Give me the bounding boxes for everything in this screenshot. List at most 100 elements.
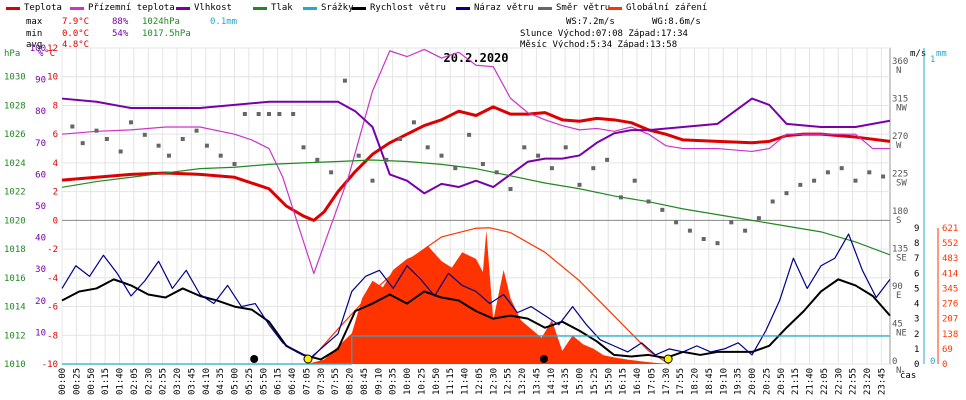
legend-swatch bbox=[538, 6, 552, 10]
series-point-wind-direction bbox=[591, 166, 596, 171]
stat-min-hum: 54% bbox=[112, 29, 129, 39]
legend-swatch bbox=[608, 6, 622, 10]
y-tick-wind-speed: 6 bbox=[914, 269, 919, 279]
y-tick-wind-speed: 8 bbox=[914, 239, 919, 249]
series-point-wind-direction bbox=[156, 143, 161, 148]
y-tick-wind-direction-name: N bbox=[896, 366, 901, 376]
x-tick-label: 10:25 bbox=[417, 368, 427, 395]
x-tick-label: 04:10 bbox=[202, 368, 212, 395]
y-tick-temperature: -2 bbox=[47, 245, 58, 255]
legend-swatch bbox=[176, 6, 190, 10]
y-tick-wind-direction: 270 bbox=[892, 132, 908, 142]
x-tick-label: 16:40 bbox=[633, 368, 643, 395]
y-tick-wind-direction-name: W bbox=[896, 141, 902, 151]
y-tick-wind-direction: 0 bbox=[892, 357, 897, 367]
x-tick-label: 18:20 bbox=[691, 368, 701, 395]
series-point-wind-direction bbox=[812, 178, 817, 183]
stat-min-label: min bbox=[26, 29, 43, 39]
legend-label: Globální záření bbox=[626, 3, 708, 13]
series-point-wind-direction bbox=[194, 128, 199, 133]
series-point-wind-direction bbox=[839, 166, 844, 171]
axis-unit-humidity: % bbox=[38, 49, 44, 59]
legend-label: Přízemní teplota bbox=[88, 3, 175, 13]
legend-label: Vlhkost bbox=[194, 3, 232, 13]
legend-item: Srážky bbox=[303, 3, 354, 13]
y-tick-wind-speed: 0 bbox=[914, 360, 919, 370]
series-point-wind-direction bbox=[384, 157, 389, 162]
y-tick-wind-direction: 180 bbox=[892, 207, 908, 217]
y-tick-wind-direction-name: SW bbox=[896, 179, 907, 189]
series-point-wind-direction bbox=[756, 216, 761, 221]
x-axis-label: čas bbox=[900, 370, 916, 381]
y-tick-temperature: -4 bbox=[47, 274, 58, 284]
series-point-wind-direction bbox=[660, 207, 665, 212]
y-tick-pressure: 1012 bbox=[4, 331, 26, 341]
chart-title: 20.2.2020 bbox=[443, 51, 508, 65]
legend-label: Náraz větru bbox=[474, 3, 534, 13]
stat-min-temp: 0.0°C bbox=[62, 29, 90, 39]
series-point-wind-direction bbox=[291, 112, 296, 116]
stat-max-press: 1024hPa bbox=[142, 17, 180, 27]
x-tick-label: 06:40 bbox=[288, 368, 298, 395]
legend-swatch bbox=[6, 6, 20, 10]
x-tick-label: 07:55 bbox=[331, 368, 341, 395]
x-tick-label: 09:35 bbox=[389, 368, 399, 395]
legend-swatch bbox=[456, 6, 470, 10]
legend-label: Srážky bbox=[321, 3, 354, 13]
legend-item: Globální záření bbox=[608, 3, 707, 13]
stat-moon: Měsíc Východ:5:34 Západ:13:58 bbox=[520, 40, 678, 50]
legend-label: Teplota bbox=[24, 3, 62, 13]
x-tick-label: 20:25 bbox=[762, 368, 772, 395]
y-tick-radiation: 552 bbox=[942, 239, 958, 249]
axis-unit-temperature: °C bbox=[44, 49, 55, 59]
legend-item: Rychlost větru bbox=[352, 3, 446, 13]
series-point-wind-direction bbox=[301, 145, 306, 150]
x-tick-label: 11:40 bbox=[461, 368, 471, 395]
series-point-wind-direction bbox=[370, 178, 375, 183]
y-tick-temperature: 10 bbox=[47, 73, 58, 83]
series-point-wind-direction bbox=[256, 112, 261, 116]
y-tick-pressure: 1028 bbox=[4, 101, 26, 111]
y-tick-wind-speed: 7 bbox=[914, 254, 919, 264]
y-tick-wind-speed: 5 bbox=[914, 284, 919, 294]
series-line bbox=[61, 278, 891, 361]
legend-swatch bbox=[352, 6, 366, 10]
stat-max-temp: 7.9°C bbox=[62, 17, 90, 27]
series-point-wind-direction bbox=[605, 157, 610, 162]
series-point-wind-direction bbox=[867, 170, 872, 175]
series-point-wind-direction bbox=[577, 182, 582, 187]
x-tick-label: 02:55 bbox=[159, 368, 169, 395]
y-tick-pressure: 1026 bbox=[4, 130, 26, 140]
series-point-wind-direction bbox=[646, 199, 651, 204]
series-point-wind-direction bbox=[180, 137, 185, 141]
series-point-wind-direction bbox=[129, 120, 133, 125]
legend-label: Směr větru bbox=[556, 3, 611, 13]
x-tick-label: 03:20 bbox=[173, 368, 183, 395]
y-tick-humidity: 40 bbox=[35, 234, 46, 244]
y-tick-humidity: 70 bbox=[35, 139, 46, 149]
y-tick-wind-direction: 315 bbox=[892, 95, 908, 105]
series-point-wind-direction bbox=[356, 153, 361, 158]
series-point-wind-direction bbox=[315, 157, 320, 162]
series-point-wind-direction bbox=[329, 170, 334, 175]
y-tick-wind-direction-name: SE bbox=[896, 254, 907, 264]
y-tick-radiation: 207 bbox=[942, 315, 958, 325]
x-tick-label: 05:00 bbox=[231, 368, 241, 395]
x-tick-label: 20:50 bbox=[777, 368, 787, 395]
legend-swatch bbox=[253, 6, 267, 10]
y-tick-wind-direction-name: NW bbox=[896, 104, 907, 114]
x-tick-label: 17:05 bbox=[647, 368, 657, 395]
series-line bbox=[61, 159, 891, 256]
y-tick-wind-direction-name: E bbox=[896, 291, 901, 301]
series-point-wind-direction bbox=[687, 228, 692, 233]
stat-ws: WS:7.2m/s bbox=[566, 17, 615, 27]
x-tick-label: 03:45 bbox=[187, 368, 197, 395]
series-point-wind-direction bbox=[70, 124, 75, 129]
series-line bbox=[61, 105, 891, 222]
legend-item: Náraz větru bbox=[456, 3, 534, 13]
series-point-wind-direction bbox=[104, 137, 109, 141]
y-tick-wind-direction: 45 bbox=[892, 320, 903, 330]
series-point-wind-direction bbox=[825, 170, 830, 175]
x-tick-label: 01:40 bbox=[116, 368, 126, 395]
